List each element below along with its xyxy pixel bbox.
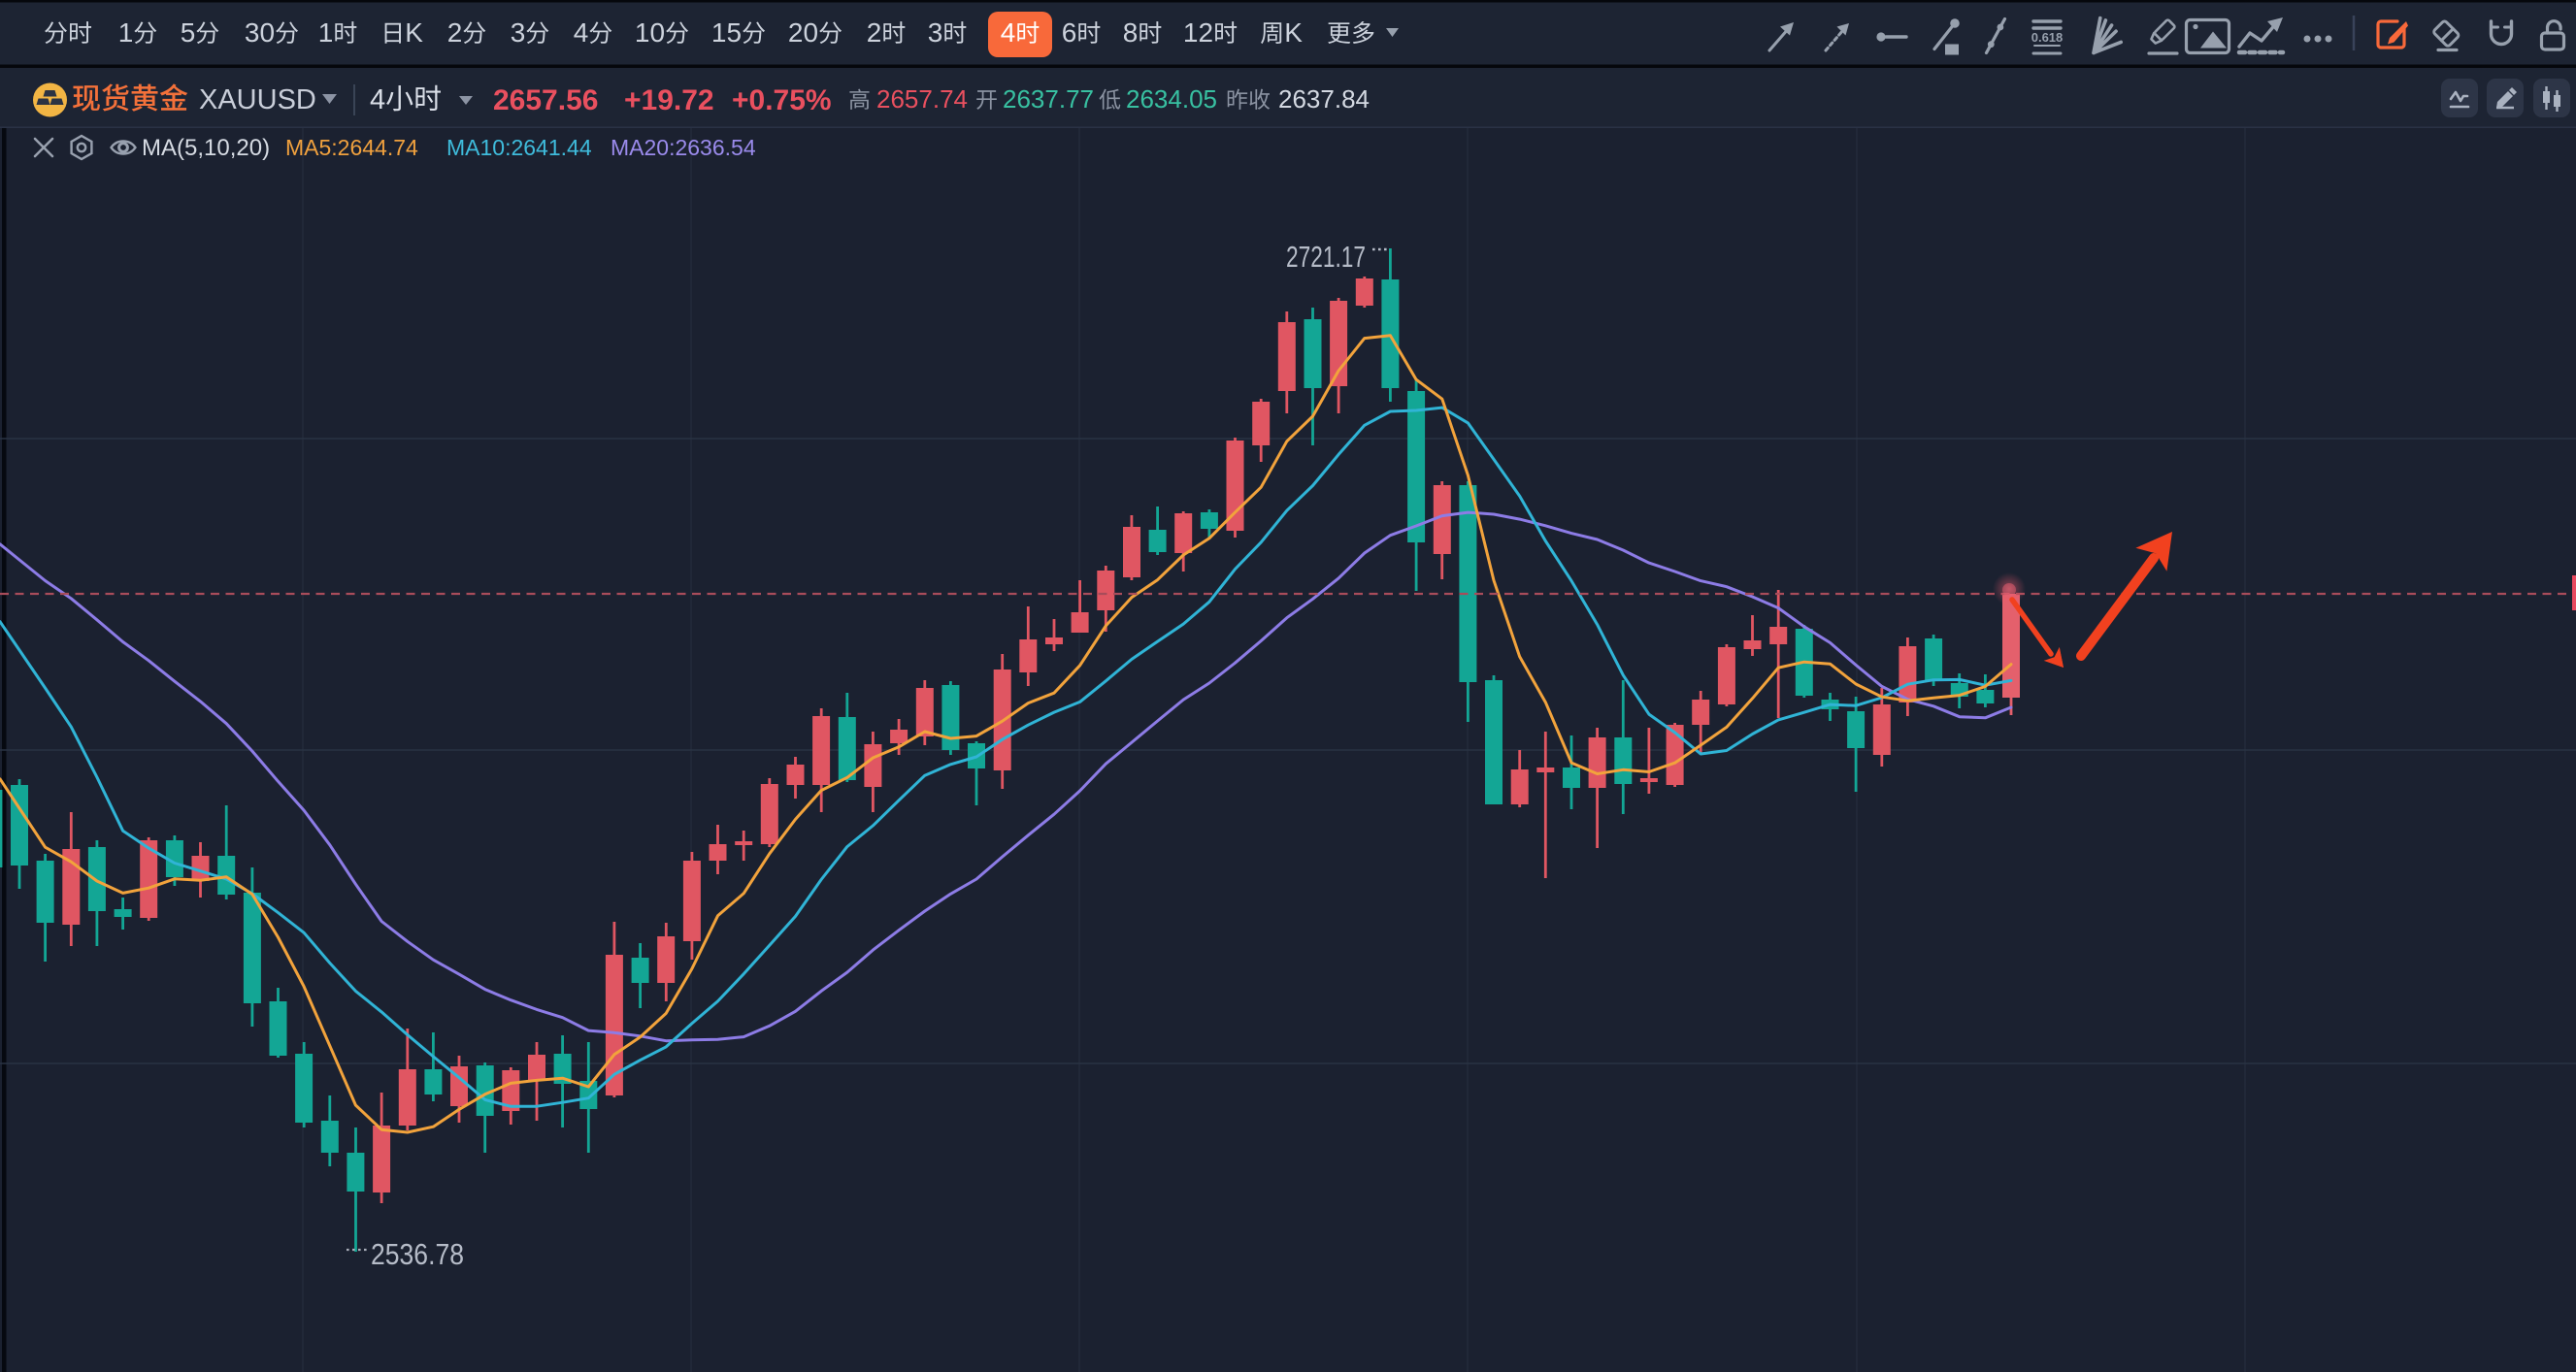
svg-text:MA10:2641.44: MA10:2641.44 [446,135,592,160]
svg-text:3: 3 [511,17,526,48]
svg-text:K: K [405,17,423,48]
svg-text:2657.56: 2657.56 [493,84,598,116]
svg-text:2657.74: 2657.74 [876,84,968,114]
svg-text:2634.05: 2634.05 [1126,84,1217,114]
svg-text:2: 2 [867,17,882,48]
svg-text:6: 6 [1062,17,1077,48]
svg-text:+19.72: +19.72 [624,84,714,116]
svg-text:3: 3 [928,17,943,48]
svg-text:1: 1 [318,17,334,48]
svg-text:30: 30 [245,17,275,48]
svg-text:2: 2 [447,17,463,48]
svg-text:4: 4 [574,17,589,48]
svg-text:4: 4 [370,84,385,115]
svg-text:+0.75%: +0.75% [732,84,832,116]
svg-text:10: 10 [635,17,665,48]
svg-text:4: 4 [1001,17,1016,48]
svg-text:MA5:2644.74: MA5:2644.74 [285,135,418,160]
svg-text:0.618: 0.618 [2031,30,2064,45]
svg-text:20: 20 [788,17,818,48]
svg-text:2637.77: 2637.77 [1003,84,1094,114]
svg-text:8: 8 [1123,17,1139,48]
svg-text:15: 15 [711,17,742,48]
svg-text:XAUUSD: XAUUSD [199,84,316,115]
svg-text:1: 1 [118,17,134,48]
svg-text:MA20:2636.54: MA20:2636.54 [611,135,756,160]
svg-text:MA(5,10,20): MA(5,10,20) [142,135,270,161]
svg-text:2637.84: 2637.84 [1278,84,1370,114]
svg-text:2536.78: 2536.78 [371,1237,464,1271]
svg-text:5: 5 [181,17,196,48]
svg-text:2721.17: 2721.17 [1286,240,1366,274]
svg-text:12: 12 [1183,17,1213,48]
svg-text:K: K [1284,17,1303,48]
